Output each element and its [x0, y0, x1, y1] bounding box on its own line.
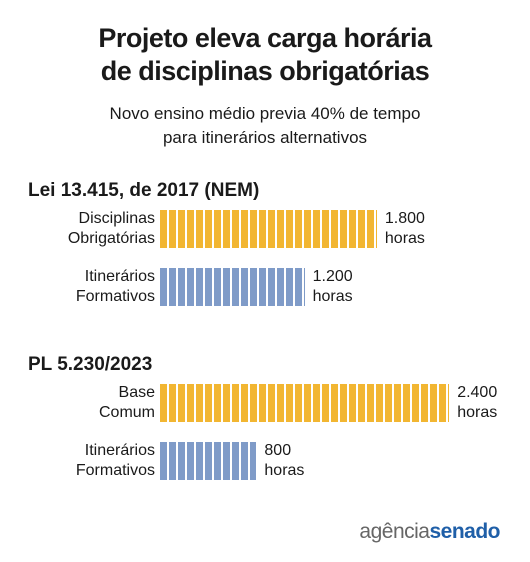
category-label: Itinerários Formativos: [75, 442, 155, 479]
value-label: 1.200 horas: [312, 268, 353, 305]
section-title: PL 5.230/2023: [28, 354, 153, 375]
category-label: Itinerários Formativos: [75, 268, 155, 305]
category-label: Base Comum: [98, 384, 155, 421]
bar: [160, 210, 377, 248]
value-label: 800 horas: [264, 442, 305, 479]
brand-a: agência: [359, 520, 430, 543]
brand-b: senado: [429, 520, 500, 543]
category-label: Disciplinas Obrigatórias: [67, 210, 155, 247]
bar: [160, 442, 257, 480]
bar: [160, 384, 450, 422]
subtitle: Novo ensino médio previa 40% de tempo pa…: [109, 104, 421, 147]
title: Projeto eleva carga horária de disciplin…: [98, 23, 432, 86]
value-label: 1.800 horas: [384, 210, 425, 247]
brand-logo: agênciasenado: [359, 520, 500, 544]
value-label: 2.400 horas: [457, 384, 498, 421]
section-title: Lei 13.415, de 2017 (NEM): [28, 180, 260, 201]
bar: [160, 268, 305, 306]
